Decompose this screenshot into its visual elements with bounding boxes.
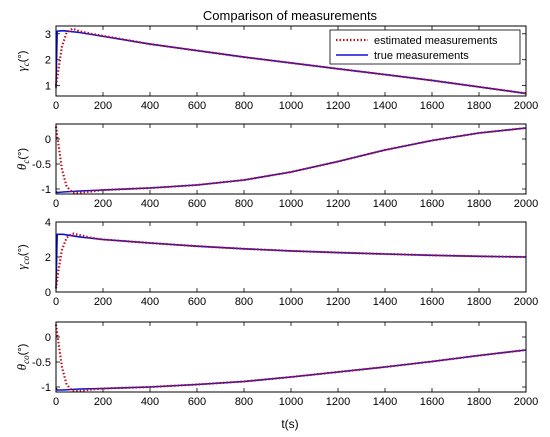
x-tick-label: 200 bbox=[94, 100, 112, 112]
estimated-measurements-line bbox=[54, 27, 527, 95]
x-tick-label: 400 bbox=[141, 100, 159, 112]
y-tick-label: 0 bbox=[45, 134, 51, 146]
legend: estimated measurements true measurements bbox=[329, 29, 521, 65]
x-tick-label: 1800 bbox=[467, 198, 491, 210]
x-tick-label: 2000 bbox=[514, 100, 538, 112]
x-tick-label: 1800 bbox=[467, 100, 491, 112]
y-axis-label: θco(°) bbox=[14, 344, 31, 371]
x-tick-label: 1400 bbox=[373, 296, 397, 308]
estimated-measurements-line bbox=[54, 324, 527, 393]
axes-frame bbox=[55, 123, 527, 195]
x-tick-label: 1600 bbox=[420, 100, 444, 112]
x-tick-label: 800 bbox=[235, 100, 253, 112]
x-tick-label: 0 bbox=[53, 198, 59, 210]
y-tick-label: -1 bbox=[41, 382, 51, 394]
x-tick-label: 1400 bbox=[373, 396, 397, 408]
legend-true-label: true measurements bbox=[374, 50, 469, 62]
subplot-4: 0 200 400 600 800 1000 1200 1400 1600 1800 2000 -1 -… bbox=[14, 321, 538, 408]
y-tick-label: -0.5 bbox=[32, 357, 51, 369]
x-tick-label: 400 bbox=[141, 296, 159, 308]
x-tick-label: 800 bbox=[235, 296, 253, 308]
legend-box bbox=[329, 29, 521, 65]
x-tick-label: 1200 bbox=[326, 296, 350, 308]
axes-frame bbox=[55, 321, 527, 393]
x-tick-label: 1200 bbox=[326, 198, 350, 210]
true-measurements-line bbox=[55, 349, 527, 391]
y-tick-label: 4 bbox=[45, 217, 51, 229]
true-measurements-line bbox=[55, 233, 527, 289]
subplot-group: 0 200 400 600 800 1000 1200 1400 1600 1800 2000123… bbox=[14, 25, 538, 408]
x-tick-label: 2000 bbox=[514, 396, 538, 408]
x-tick-label: 1800 bbox=[467, 396, 491, 408]
x-tick-label: 600 bbox=[188, 296, 206, 308]
x-tick-label: 0 bbox=[53, 396, 59, 408]
subplot-2: 0 200 400 600 800 1000 1200 1400 1600 1800 2000 -1 -… bbox=[14, 123, 538, 210]
x-tick-label: 1800 bbox=[467, 296, 491, 308]
x-tick-label: 1400 bbox=[373, 100, 397, 112]
x-tick-label: 1600 bbox=[420, 396, 444, 408]
y-tick-label: 1 bbox=[45, 81, 51, 93]
x-tick-label: 1000 bbox=[279, 296, 303, 308]
x-axis-label: t(s) bbox=[281, 417, 298, 431]
x-tick-label: 1200 bbox=[326, 100, 350, 112]
x-tick-label: 800 bbox=[235, 396, 253, 408]
x-tick-label: 200 bbox=[94, 198, 112, 210]
y-tick-label: -0.5 bbox=[32, 159, 51, 171]
x-tick-label: 1000 bbox=[279, 100, 303, 112]
x-tick-label: 1000 bbox=[279, 198, 303, 210]
axes-frame bbox=[55, 221, 527, 293]
y-tick-label: 0 bbox=[45, 332, 51, 344]
subplot-1: 0 200 400 600 800 1000 1200 1400 1600 1800 2000 1 2 3… bbox=[14, 25, 538, 112]
y-axis-label: γc(°) bbox=[14, 51, 31, 72]
x-tick-label: 1400 bbox=[373, 198, 397, 210]
estimated-measurements-line bbox=[54, 232, 527, 289]
x-tick-label: 2000 bbox=[514, 296, 538, 308]
y-axis-label: γco(°) bbox=[14, 244, 31, 269]
x-tick-label: 800 bbox=[235, 198, 253, 210]
y-tick-label: -1 bbox=[41, 184, 51, 196]
true-measurements-line bbox=[55, 127, 527, 194]
x-tick-label: 600 bbox=[188, 100, 206, 112]
x-tick-label: 1000 bbox=[279, 396, 303, 408]
estimated-measurements-line bbox=[54, 126, 527, 194]
x-tick-label: 0 bbox=[53, 296, 59, 308]
x-tick-label: 400 bbox=[141, 198, 159, 210]
y-tick-label: 2 bbox=[45, 55, 51, 67]
x-tick-label: 200 bbox=[94, 296, 112, 308]
legend-estimated-label: estimated measurements bbox=[374, 35, 498, 47]
x-tick-label: 600 bbox=[188, 396, 206, 408]
axes-frame bbox=[55, 25, 527, 97]
y-tick-label: 2 bbox=[45, 252, 51, 264]
x-tick-label: 1600 bbox=[420, 296, 444, 308]
x-tick-label: 1600 bbox=[420, 198, 444, 210]
x-tick-label: 0 bbox=[53, 100, 59, 112]
y-tick-label: 3 bbox=[45, 29, 51, 41]
chart-title: Comparison of measurements bbox=[203, 8, 378, 23]
x-tick-label: 200 bbox=[94, 396, 112, 408]
x-tick-label: 2000 bbox=[514, 198, 538, 210]
y-tick-label: 0 bbox=[45, 287, 51, 299]
y-axis-label: θc(°) bbox=[14, 148, 31, 170]
x-tick-label: 600 bbox=[188, 198, 206, 210]
x-tick-label: 1200 bbox=[326, 396, 350, 408]
subplot-3: 0 200 400 600 800 1000 1200 1400 1600 1800 2000 0 2 4… bbox=[14, 217, 538, 308]
x-tick-label: 400 bbox=[141, 396, 159, 408]
